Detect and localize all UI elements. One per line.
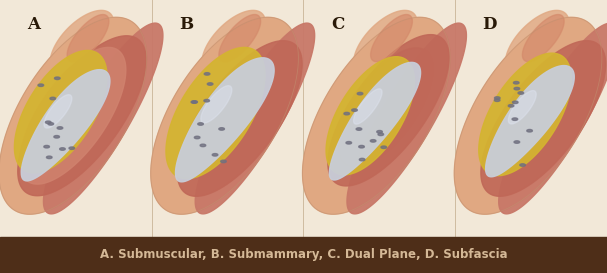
- Polygon shape: [219, 14, 260, 62]
- Polygon shape: [354, 10, 417, 75]
- Circle shape: [351, 109, 358, 111]
- Circle shape: [47, 156, 52, 159]
- Circle shape: [221, 160, 226, 163]
- Polygon shape: [330, 62, 421, 180]
- Circle shape: [378, 133, 384, 136]
- Circle shape: [38, 84, 44, 87]
- Circle shape: [191, 101, 197, 103]
- Circle shape: [527, 129, 532, 132]
- Polygon shape: [486, 66, 574, 177]
- Circle shape: [194, 136, 200, 139]
- Circle shape: [48, 123, 53, 125]
- Polygon shape: [44, 23, 163, 214]
- Text: B: B: [179, 16, 193, 33]
- Circle shape: [204, 73, 210, 75]
- Polygon shape: [166, 48, 265, 179]
- Circle shape: [495, 97, 500, 99]
- Circle shape: [514, 87, 520, 90]
- Polygon shape: [302, 17, 450, 214]
- Circle shape: [358, 92, 363, 95]
- Circle shape: [57, 127, 63, 129]
- Polygon shape: [353, 89, 382, 124]
- Circle shape: [359, 158, 365, 161]
- Polygon shape: [0, 17, 147, 214]
- Circle shape: [520, 164, 526, 166]
- Circle shape: [55, 77, 60, 79]
- Polygon shape: [151, 17, 299, 214]
- Circle shape: [508, 105, 514, 107]
- Polygon shape: [499, 23, 607, 214]
- Polygon shape: [454, 17, 602, 214]
- Circle shape: [518, 92, 524, 94]
- Circle shape: [219, 128, 225, 130]
- Text: A: A: [27, 16, 40, 33]
- Polygon shape: [326, 57, 415, 175]
- Circle shape: [346, 141, 351, 144]
- Polygon shape: [201, 86, 232, 123]
- Polygon shape: [347, 23, 466, 214]
- Circle shape: [50, 97, 56, 100]
- Polygon shape: [338, 48, 433, 167]
- Circle shape: [514, 141, 520, 143]
- Circle shape: [212, 154, 218, 156]
- Circle shape: [359, 146, 364, 148]
- Polygon shape: [523, 14, 564, 62]
- Circle shape: [381, 146, 387, 149]
- Polygon shape: [18, 36, 146, 196]
- Circle shape: [200, 144, 206, 147]
- Polygon shape: [44, 95, 72, 128]
- Circle shape: [494, 99, 500, 102]
- Circle shape: [46, 121, 51, 124]
- Polygon shape: [177, 41, 302, 196]
- Circle shape: [198, 123, 203, 125]
- Polygon shape: [50, 10, 114, 75]
- Polygon shape: [195, 23, 314, 214]
- Polygon shape: [20, 48, 126, 184]
- Polygon shape: [175, 58, 274, 182]
- Polygon shape: [328, 35, 449, 186]
- Circle shape: [512, 101, 518, 103]
- Text: C: C: [331, 16, 344, 33]
- Polygon shape: [202, 10, 265, 75]
- Circle shape: [59, 148, 65, 150]
- Text: D: D: [483, 16, 497, 33]
- Text: A. Submuscular, B. Submammary, C. Dual Plane, D. Subfascia: A. Submuscular, B. Submammary, C. Dual P…: [100, 248, 507, 262]
- Circle shape: [512, 118, 518, 120]
- Circle shape: [514, 81, 519, 84]
- Polygon shape: [15, 51, 107, 173]
- Circle shape: [44, 146, 49, 148]
- Circle shape: [356, 128, 362, 130]
- Polygon shape: [371, 14, 412, 62]
- Circle shape: [204, 99, 209, 102]
- Polygon shape: [481, 41, 606, 196]
- Circle shape: [54, 135, 59, 138]
- Circle shape: [69, 147, 75, 149]
- Circle shape: [370, 140, 376, 142]
- Polygon shape: [508, 91, 536, 124]
- Circle shape: [377, 130, 382, 133]
- Circle shape: [192, 101, 197, 103]
- Polygon shape: [21, 70, 110, 181]
- Polygon shape: [479, 53, 571, 176]
- Circle shape: [208, 83, 213, 85]
- Bar: [0, 237, 607, 273]
- Polygon shape: [506, 10, 569, 75]
- Polygon shape: [67, 14, 109, 62]
- Circle shape: [344, 112, 350, 115]
